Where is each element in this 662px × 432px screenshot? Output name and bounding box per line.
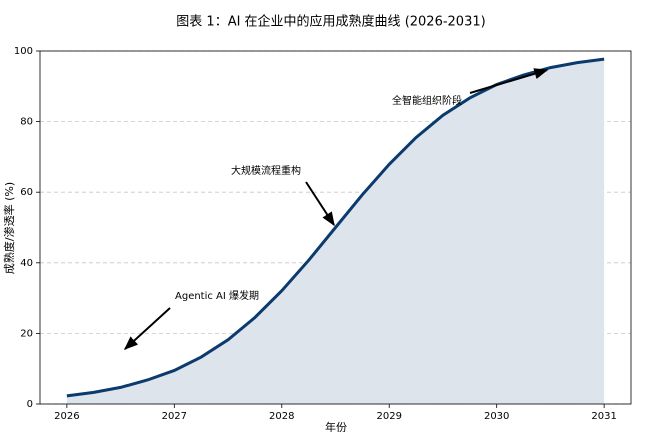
annotation-arrow: [469, 68, 549, 94]
annotation: 全智能组织阶段: [392, 94, 462, 107]
x-tick-label: 2026: [54, 411, 79, 422]
y-tick-label: 40: [20, 258, 33, 269]
x-tick-label: 2029: [377, 411, 402, 422]
y-tick-label: 100: [14, 46, 33, 57]
line: [66, 57, 605, 398]
x-tick-label: 2028: [269, 411, 294, 422]
annotation-arrow: [123, 307, 171, 350]
y-tick-label: 80: [20, 117, 33, 128]
x-tick-label: 2031: [591, 411, 616, 422]
y-axis-label: 成熟度/渗透率 (%): [2, 182, 16, 274]
y-tick-label: 20: [20, 328, 33, 339]
annotation: Agentic AI 爆发期: [175, 289, 259, 302]
annotation-arrow: [305, 181, 335, 227]
area: [66, 59, 605, 405]
x-tick-label: 2030: [484, 411, 509, 422]
x-tick-label: 2027: [162, 411, 187, 422]
y-tick-label: 0: [27, 399, 33, 410]
plot-frame: [39, 50, 632, 405]
y-tick-label: 60: [20, 187, 33, 198]
annotation: 大规模流程重构: [231, 164, 301, 177]
x-axis-label: 年份: [325, 420, 347, 432]
chart-title: 图表 1：AI 在企业中的应用成熟度曲线 (2026-2031): [176, 14, 485, 30]
